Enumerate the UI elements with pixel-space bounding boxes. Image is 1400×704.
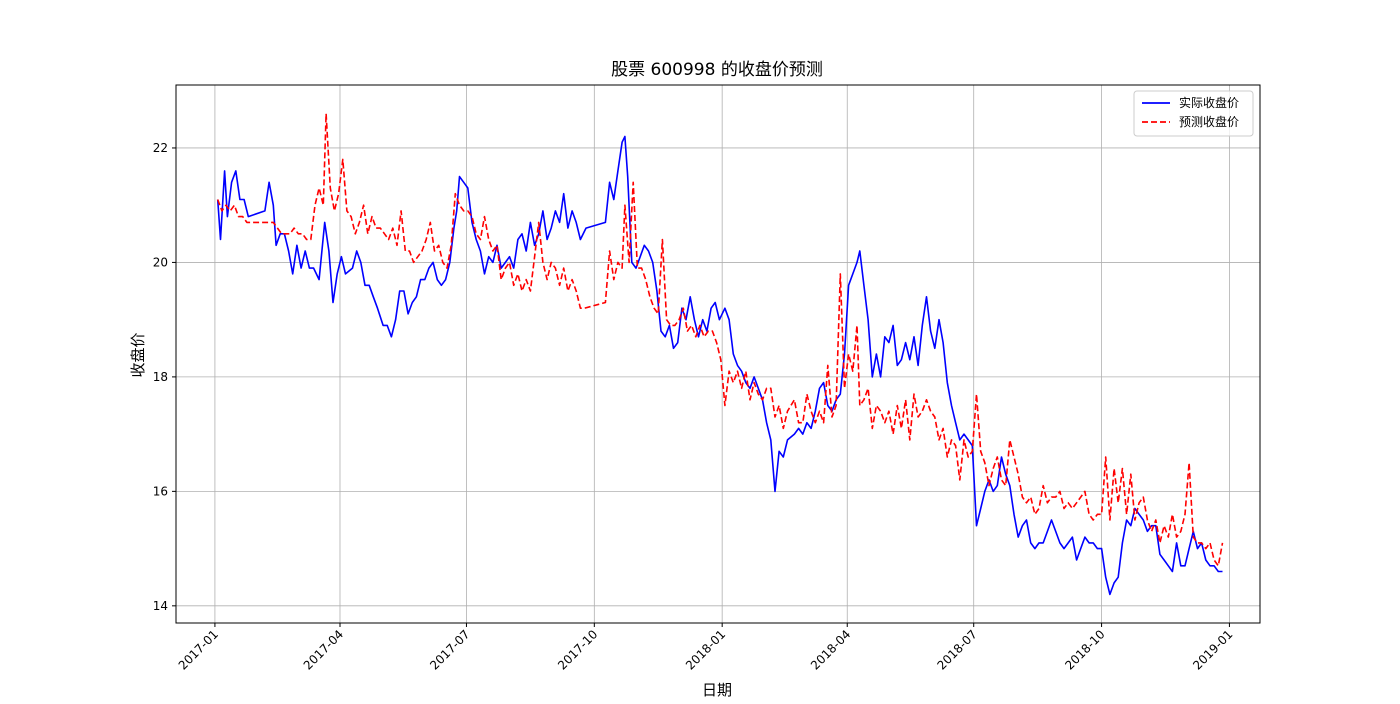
- series-line-predicted: [216, 112, 1224, 567]
- x-axis-label: 日期: [702, 681, 732, 699]
- plot-frame: [175, 84, 1261, 624]
- y-tick-label: 22: [153, 141, 168, 155]
- grid-lines: [176, 85, 1260, 623]
- chart-title: 股票 600998 的收盘价预测: [611, 60, 823, 80]
- legend-label-actual: 实际收盘价: [1179, 95, 1239, 110]
- y-tick-label: 16: [153, 484, 168, 498]
- y-axis-label: 收盘价: [129, 332, 147, 377]
- legend-label-predicted: 预测收盘价: [1179, 114, 1239, 129]
- y-tick-label: 20: [153, 255, 168, 269]
- series-layer: [216, 112, 1224, 596]
- y-tick-label: 18: [153, 370, 168, 384]
- y-tick-label: 14: [153, 599, 168, 613]
- legend: 实际收盘价 预测收盘价: [1133, 90, 1254, 137]
- series-line-actual: [216, 135, 1223, 596]
